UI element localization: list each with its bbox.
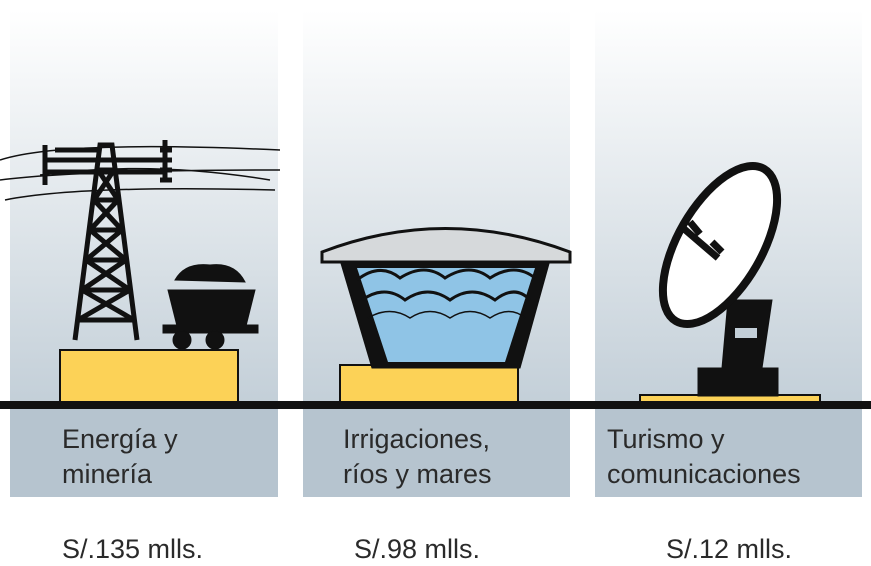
panel-amount: S/.135 mlls.: [62, 534, 203, 561]
panel-amount: S/.12 mlls.: [666, 534, 792, 561]
panel-label: minería: [62, 459, 153, 489]
panel-amount: S/.98 mlls.: [354, 534, 480, 561]
infographic: Energía y minería S/.135 mlls. Irrigaciones…: [0, 0, 871, 561]
page: Energía y minería S/.135 mlls. Irrigaciones…: [0, 0, 871, 561]
panel-label: ríos y mares: [343, 459, 492, 489]
panel-label: Irrigaciones,: [343, 424, 490, 454]
panel-label: Energía y: [62, 424, 178, 454]
panel-label: Turismo y: [607, 424, 725, 454]
panel-label: comunicaciones: [607, 459, 801, 489]
